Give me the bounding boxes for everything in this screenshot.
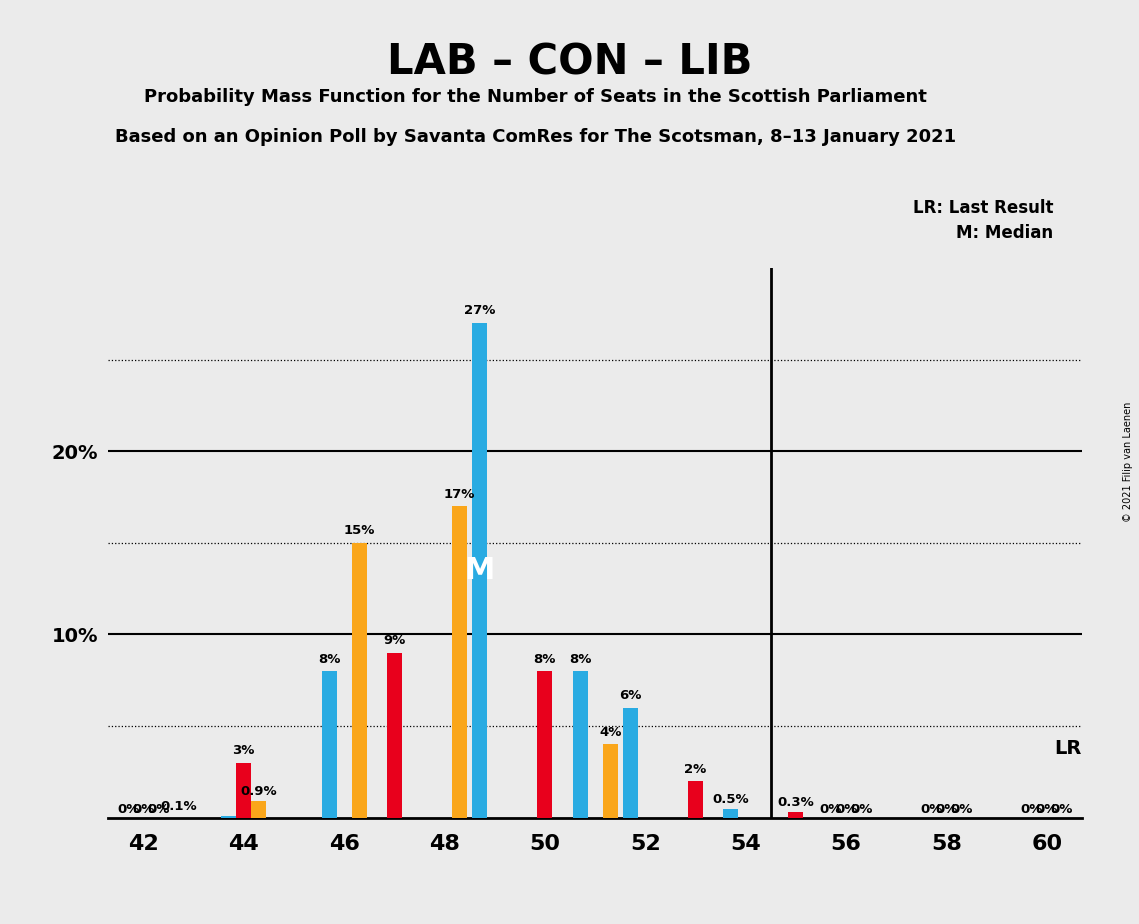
- Text: M: Median: M: Median: [957, 224, 1054, 241]
- Text: 2%: 2%: [685, 762, 706, 775]
- Text: 0%: 0%: [935, 803, 958, 816]
- Text: 0%: 0%: [850, 803, 872, 816]
- Text: Based on an Opinion Poll by Savanta ComRes for The Scotsman, 8–13 January 2021: Based on an Opinion Poll by Savanta ComR…: [115, 128, 956, 145]
- Bar: [352, 543, 367, 818]
- Text: 0%: 0%: [147, 803, 170, 816]
- Text: 15%: 15%: [344, 524, 375, 538]
- Bar: [321, 671, 337, 818]
- Text: 0%: 0%: [835, 803, 858, 816]
- Bar: [221, 816, 236, 818]
- Text: 0.1%: 0.1%: [161, 800, 197, 813]
- Bar: [236, 763, 252, 818]
- Text: 0%: 0%: [1021, 803, 1043, 816]
- Text: LR: LR: [1055, 738, 1082, 758]
- Text: 0.5%: 0.5%: [712, 793, 749, 806]
- Text: Probability Mass Function for the Number of Seats in the Scottish Parliament: Probability Mass Function for the Number…: [144, 88, 927, 105]
- Bar: [573, 671, 588, 818]
- Text: 0.3%: 0.3%: [778, 796, 814, 809]
- Bar: [788, 812, 803, 818]
- Text: 8%: 8%: [318, 652, 341, 665]
- Bar: [473, 323, 487, 818]
- Text: 0%: 0%: [132, 803, 155, 816]
- Text: 27%: 27%: [464, 304, 495, 318]
- Text: 0%: 0%: [920, 803, 943, 816]
- Bar: [623, 708, 638, 818]
- Text: 8%: 8%: [534, 652, 556, 665]
- Text: 8%: 8%: [568, 652, 591, 665]
- Text: 0%: 0%: [950, 803, 973, 816]
- Bar: [252, 801, 267, 818]
- Text: 17%: 17%: [444, 488, 475, 501]
- Bar: [387, 652, 402, 818]
- Text: 3%: 3%: [232, 744, 255, 758]
- Text: 9%: 9%: [383, 634, 405, 648]
- Text: 0%: 0%: [1051, 803, 1073, 816]
- Text: LR: Last Result: LR: Last Result: [913, 199, 1054, 216]
- Bar: [452, 506, 467, 818]
- Text: 0.9%: 0.9%: [240, 785, 277, 798]
- Text: 0%: 0%: [820, 803, 842, 816]
- Text: 0%: 0%: [117, 803, 139, 816]
- Text: © 2021 Filip van Laenen: © 2021 Filip van Laenen: [1123, 402, 1132, 522]
- Text: LAB – CON – LIB: LAB – CON – LIB: [387, 42, 752, 83]
- Bar: [538, 671, 552, 818]
- Text: 4%: 4%: [599, 726, 622, 739]
- Text: 0%: 0%: [1035, 803, 1058, 816]
- Bar: [688, 781, 703, 818]
- Bar: [603, 745, 617, 818]
- Text: 6%: 6%: [620, 689, 641, 702]
- Text: M: M: [465, 556, 494, 585]
- Bar: [723, 808, 738, 818]
